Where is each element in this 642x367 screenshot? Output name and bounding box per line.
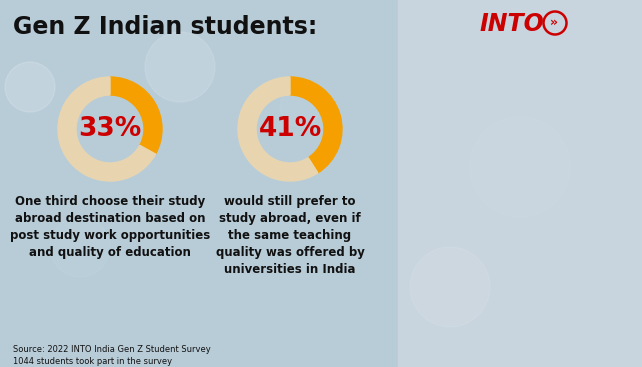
Text: Gen Z Indian students:: Gen Z Indian students: — [13, 15, 317, 39]
Wedge shape — [290, 77, 342, 173]
Text: INTO: INTO — [480, 12, 545, 36]
Wedge shape — [238, 77, 318, 181]
Wedge shape — [58, 77, 155, 181]
Text: 33%: 33% — [78, 116, 142, 142]
Circle shape — [50, 217, 110, 277]
Text: 41%: 41% — [258, 116, 322, 142]
Text: »: » — [550, 15, 558, 29]
Text: would still prefer to
study abroad, even if
the same teaching
quality was offere: would still prefer to study abroad, even… — [216, 195, 365, 276]
Wedge shape — [110, 77, 162, 154]
Text: One third choose their study
abroad destination based on
post study work opportu: One third choose their study abroad dest… — [10, 195, 210, 259]
Text: Source: 2022 INTO India Gen Z Student Survey
1044 students took part in the surv: Source: 2022 INTO India Gen Z Student Su… — [13, 345, 211, 366]
Circle shape — [145, 32, 215, 102]
Bar — [398, 0, 642, 367]
Circle shape — [470, 117, 570, 217]
Circle shape — [5, 62, 55, 112]
Circle shape — [410, 247, 490, 327]
Circle shape — [280, 87, 320, 127]
